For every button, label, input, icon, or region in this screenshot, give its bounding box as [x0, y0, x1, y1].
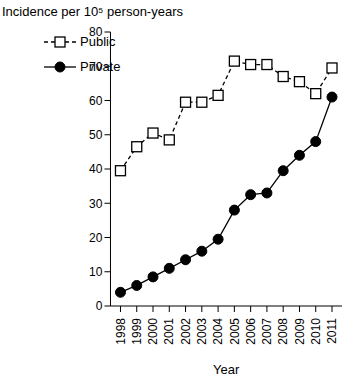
svg-text:10: 10: [89, 265, 103, 279]
svg-text:50: 50: [89, 128, 103, 142]
svg-text:2003: 2003: [195, 318, 209, 345]
svg-text:60: 60: [89, 94, 103, 108]
svg-text:0: 0: [96, 299, 103, 313]
svg-text:2009: 2009: [293, 318, 307, 345]
svg-text:2000: 2000: [146, 318, 160, 345]
svg-text:2005: 2005: [228, 318, 242, 345]
svg-text:2002: 2002: [179, 318, 193, 345]
svg-text:2011: 2011: [325, 318, 339, 344]
svg-text:2008: 2008: [276, 318, 290, 345]
svg-text:80: 80: [89, 25, 103, 39]
svg-text:40: 40: [89, 162, 103, 176]
svg-text:20: 20: [89, 231, 103, 245]
svg-text:2001: 2001: [162, 318, 176, 345]
svg-text:1998: 1998: [114, 318, 128, 345]
svg-text:30: 30: [89, 197, 103, 211]
svg-text:Year: Year: [213, 362, 240, 374]
svg-text:1999: 1999: [130, 318, 144, 345]
svg-text:2007: 2007: [260, 318, 274, 345]
svg-text:2006: 2006: [244, 318, 258, 345]
svg-text:2010: 2010: [309, 318, 323, 345]
svg-text:2004: 2004: [211, 318, 225, 345]
svg-text:70: 70: [89, 60, 103, 74]
